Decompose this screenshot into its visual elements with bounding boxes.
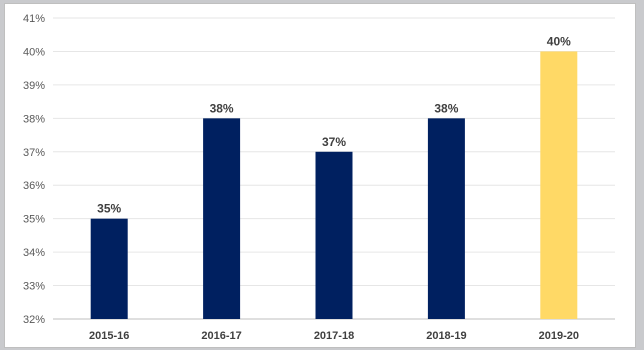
bar-2018-19 [427,118,465,319]
x-tick-label-2017-18: 2017-18 [314,330,354,342]
y-tick-label: 34% [23,247,45,259]
y-tick-label: 38% [23,113,45,125]
x-tick-label-2019-20: 2019-20 [539,330,579,342]
x-tick-label-2015-16: 2015-16 [89,330,129,342]
y-tick-label: 39% [23,80,45,92]
y-tick-label: 37% [23,147,45,159]
y-tick-label: 40% [23,46,45,58]
bar-2019-20 [540,51,578,319]
data-labels: 35% 38% 37% 38% 40% [97,34,571,215]
data-label-2018-19: 38% [434,101,458,115]
y-tick-label: 41% [23,13,45,25]
x-axis-ticks: 2015-16 2016-17 2017-18 2018-19 2019-20 [89,330,579,342]
bar-2017-18 [315,151,353,319]
y-tick-label: 32% [23,314,45,326]
bar-chart: 32% 33% 34% 35% 36% 37% 38% 39% 40% 41% 35% 38% 37%… [23,13,615,342]
data-label-2017-18: 37% [322,135,346,149]
data-label-2016-17: 38% [210,101,234,115]
chart-card: 32% 33% 34% 35% 36% 37% 38% 39% 40% 41% 35% 38% 37%… [4,3,636,348]
data-label-2019-20: 40% [547,34,571,48]
y-tick-label: 35% [23,214,45,226]
y-axis-ticks: 32% 33% 34% 35% 36% 37% 38% 39% 40% 41% [23,13,45,326]
bar-2015-16 [90,218,128,319]
y-tick-label: 33% [23,281,45,293]
x-tick-label-2016-17: 2016-17 [201,330,241,342]
y-tick-label: 36% [23,180,45,192]
x-tick-label-2018-19: 2018-19 [426,330,466,342]
data-label-2015-16: 35% [97,202,121,216]
bars [90,51,578,319]
bar-2016-17 [203,118,241,319]
